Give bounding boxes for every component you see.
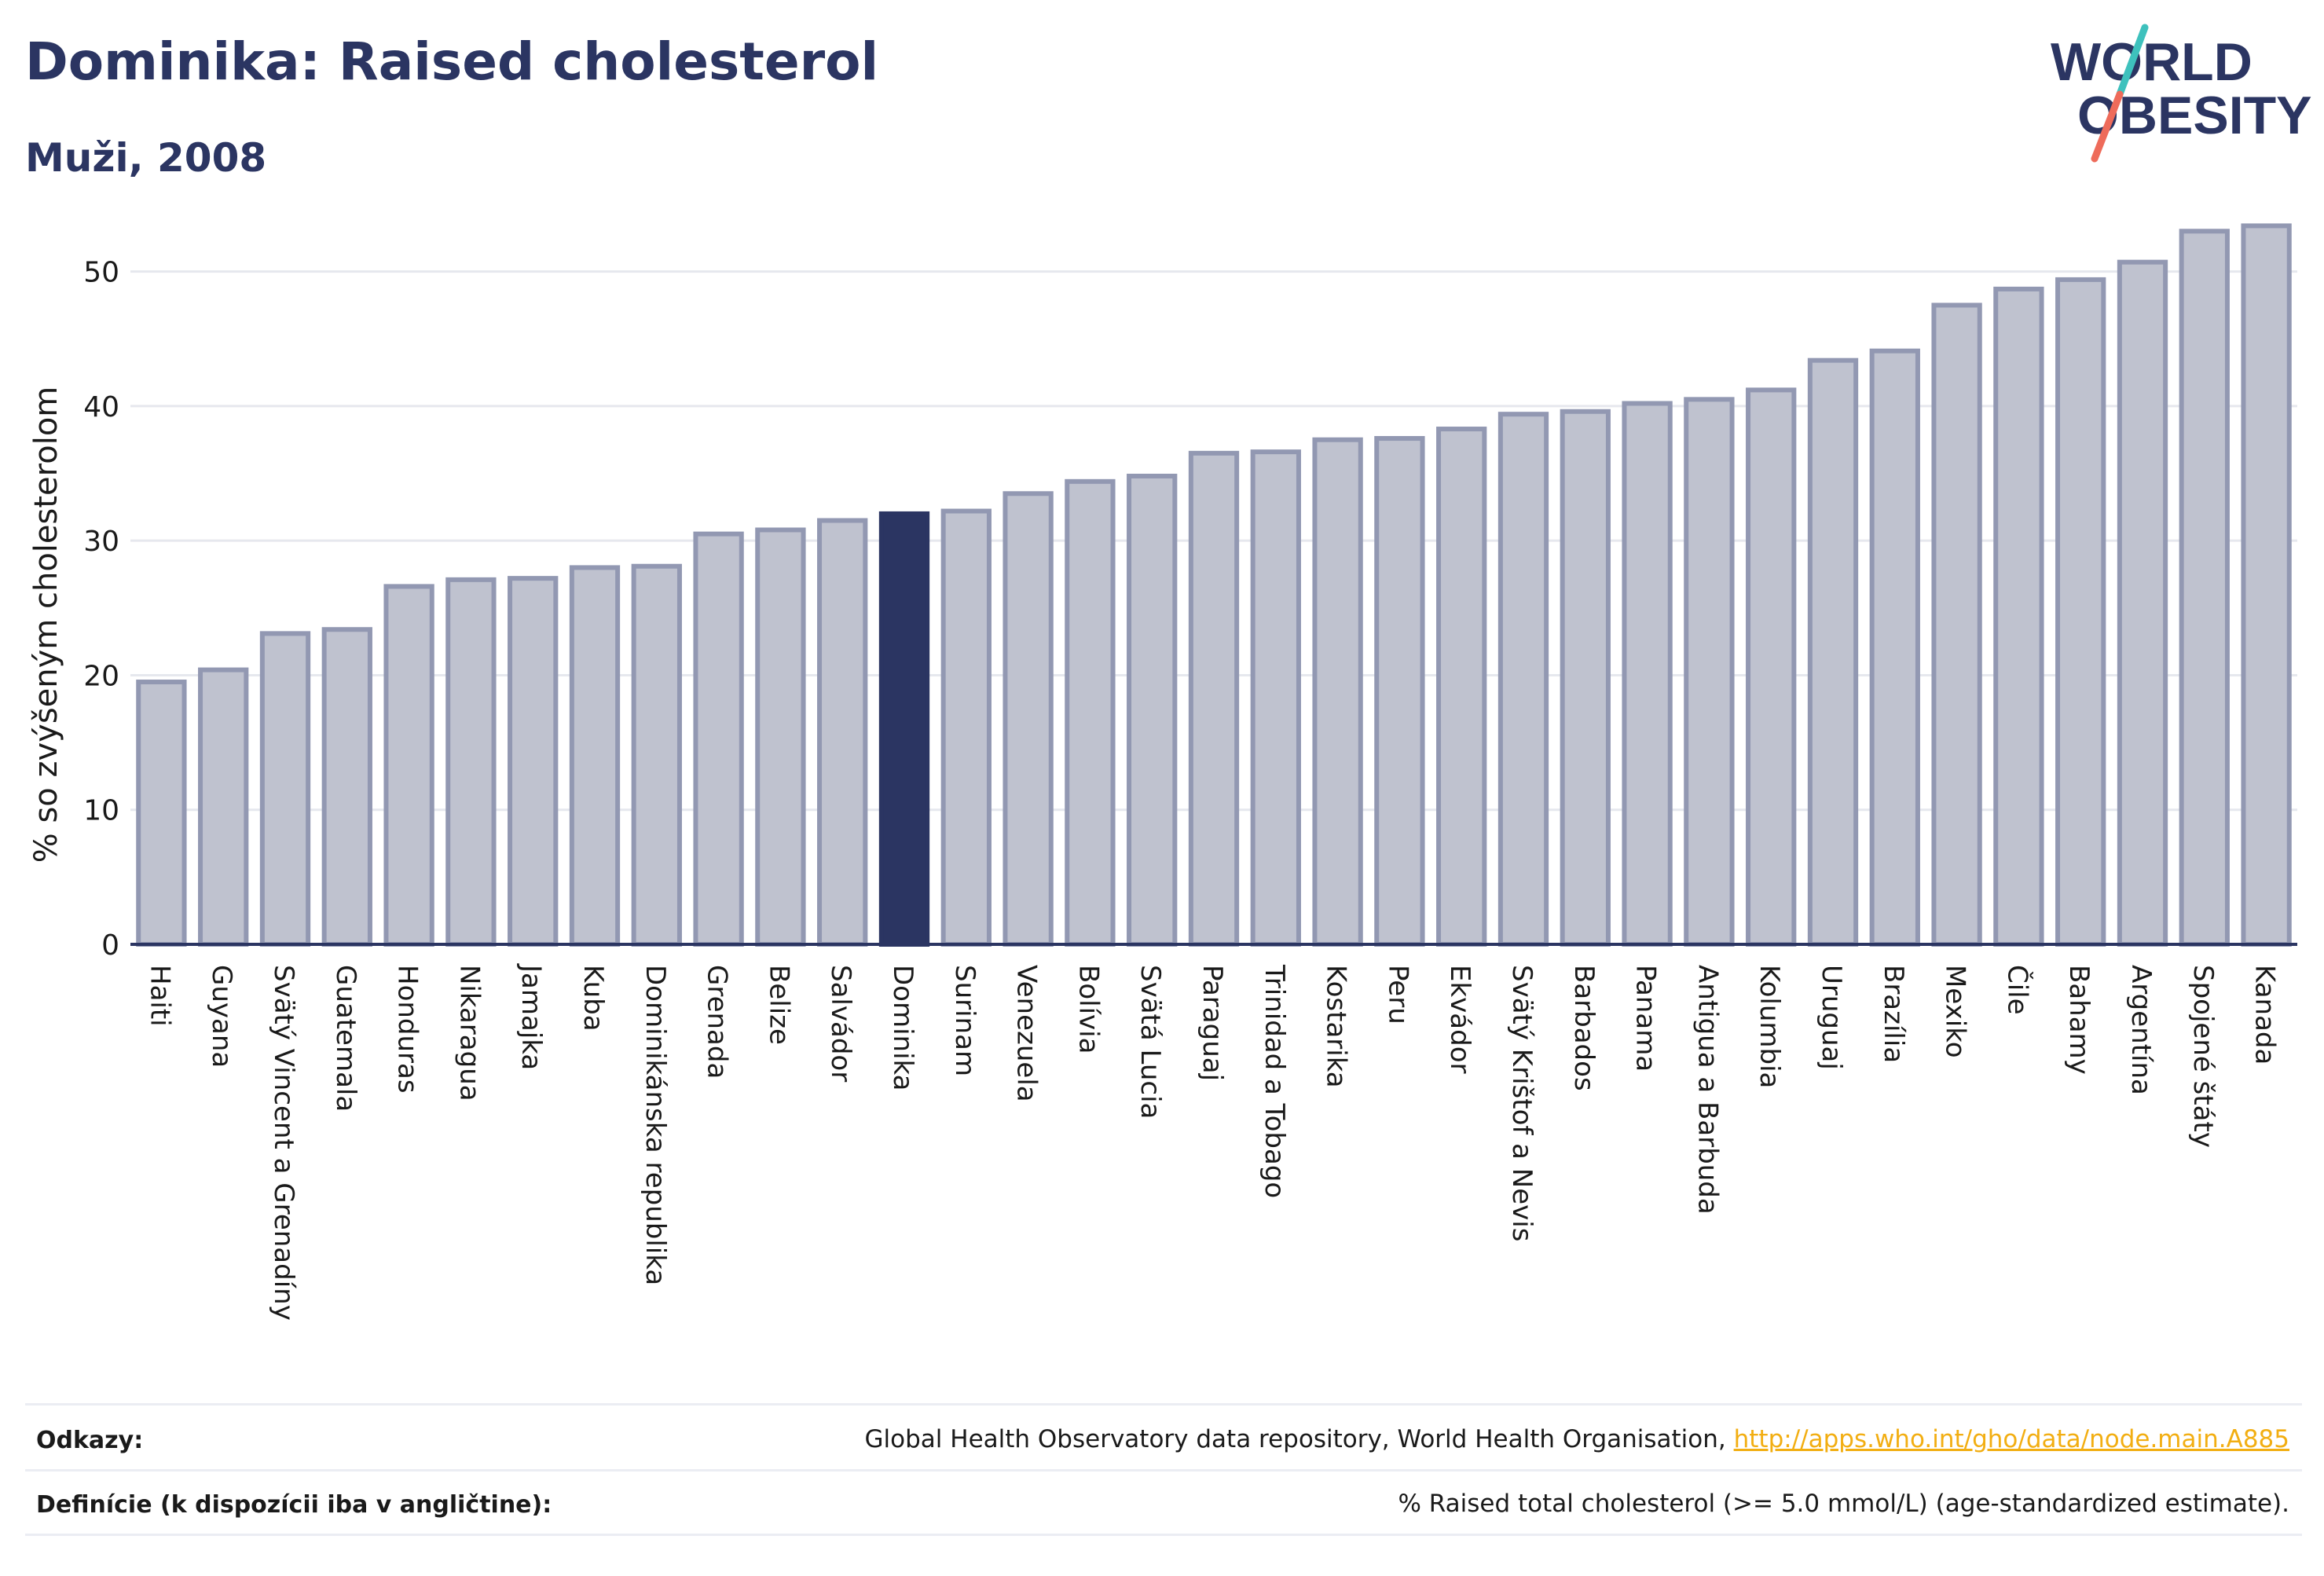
x-tick-label: Trinidad a Tobago bbox=[1259, 964, 1290, 1198]
bar-argentína[interactable] bbox=[2117, 259, 2168, 947]
footer-divider-bottom bbox=[25, 1534, 2302, 1536]
x-tick-label: Dominikánska republika bbox=[640, 965, 671, 1285]
bar-venezuela[interactable] bbox=[1003, 491, 1054, 947]
x-tick-label: Belize bbox=[763, 965, 794, 1045]
x-tick-label: Kolumbia bbox=[1754, 965, 1785, 1088]
y-tick-label: 50 bbox=[83, 257, 119, 289]
definitions-label: Definície (k dispozícii iba v angličtine… bbox=[36, 1491, 552, 1519]
x-tick-label: Ekvádor bbox=[1444, 965, 1475, 1074]
bar-jamajka[interactable] bbox=[508, 576, 559, 947]
x-tick-label: Svätý Vincent a Grenadíny bbox=[268, 965, 299, 1321]
bar-barbados[interactable] bbox=[1560, 409, 1611, 947]
x-tick-label: Surinam bbox=[949, 965, 981, 1076]
bar-kanada[interactable] bbox=[2241, 223, 2292, 947]
bar-spojené-štáty[interactable] bbox=[2179, 229, 2230, 947]
footer-divider-top bbox=[25, 1403, 2302, 1406]
x-tick-label: Honduras bbox=[392, 965, 423, 1094]
bar-kolumbia[interactable] bbox=[1746, 387, 1797, 947]
bar-dominikánska-republika[interactable] bbox=[631, 563, 682, 947]
bar-ekvádor[interactable] bbox=[1436, 427, 1487, 947]
x-tick-label: Spojené štáty bbox=[2187, 965, 2219, 1148]
x-tick-label: Salvádor bbox=[825, 965, 856, 1082]
chart-subtitle: Muži, 2008 bbox=[25, 135, 267, 181]
bar-honduras[interactable] bbox=[383, 584, 434, 947]
x-tick-label: Panama bbox=[1630, 965, 1662, 1072]
y-axis-label: % so zvýšeným cholesterolom bbox=[28, 387, 64, 863]
bar-mexiko[interactable] bbox=[1931, 302, 1982, 947]
bar-peru[interactable] bbox=[1374, 436, 1425, 947]
x-tick-label: Svätá Lucia bbox=[1135, 965, 1166, 1119]
x-tick-label: Paraguaj bbox=[1197, 965, 1228, 1081]
x-tick-label: Guatemala bbox=[330, 965, 361, 1112]
bar-guyana[interactable] bbox=[198, 667, 249, 947]
bar-brazília[interactable] bbox=[1869, 348, 1920, 947]
y-tick-label: 0 bbox=[101, 929, 119, 962]
bar-belize[interactable] bbox=[755, 527, 806, 947]
x-tick-label: Antigua a Barbuda bbox=[1692, 965, 1723, 1215]
definitions-value: % Raised total cholesterol (>= 5.0 mmol/… bbox=[1398, 1490, 2289, 1518]
bar-grenada[interactable] bbox=[693, 531, 744, 947]
x-tick-label: Jamajka bbox=[515, 963, 547, 1070]
x-tick-label: Bolívia bbox=[1072, 965, 1104, 1054]
bars bbox=[136, 223, 2292, 947]
x-tick-label: Guyana bbox=[206, 965, 237, 1068]
y-tick-label: 20 bbox=[83, 660, 119, 692]
bar-paraguaj[interactable] bbox=[1188, 450, 1240, 947]
bar-salvádor[interactable] bbox=[817, 518, 868, 947]
x-tick-label: Argentína bbox=[2125, 965, 2157, 1095]
x-tick-label: Mexiko bbox=[1940, 965, 1971, 1058]
bar-bolívia[interactable] bbox=[1065, 478, 1116, 947]
bar-svätý-vincent-a-grenadíny[interactable] bbox=[259, 631, 311, 947]
x-tick-label: Kostarika bbox=[1321, 965, 1352, 1088]
x-tick-label: Čile bbox=[2001, 965, 2033, 1015]
bar-svätý-krištof-a-nevis[interactable] bbox=[1497, 412, 1549, 947]
bar-surinam[interactable] bbox=[940, 508, 992, 947]
x-tick-label: Grenada bbox=[702, 965, 733, 1079]
world-obesity-logo: WORLD OBESITY bbox=[2051, 24, 2312, 163]
chart-title: Dominika: Raised cholesterol bbox=[25, 31, 879, 92]
x-tick-label: Dominika bbox=[887, 965, 918, 1090]
x-tick-labels: Haiti Guyana Svätý Vincent a Grenadíny Guat… bbox=[144, 963, 2280, 1321]
y-tick-label: 10 bbox=[83, 795, 119, 827]
bar-nikaragua[interactable] bbox=[445, 577, 497, 947]
logo-slash-teal bbox=[2116, 24, 2149, 98]
bar-kostarika[interactable] bbox=[1312, 437, 1363, 947]
footer-divider-middle bbox=[25, 1469, 2302, 1472]
x-tick-label: Bahamy bbox=[2063, 965, 2095, 1075]
y-tick-label: 30 bbox=[83, 526, 119, 558]
x-tick-label: Nikaragua bbox=[453, 965, 485, 1101]
bar-svätá-lucia[interactable] bbox=[1127, 473, 1178, 947]
bar-panama[interactable] bbox=[1622, 401, 1673, 947]
x-tick-label: Uruguaj bbox=[1816, 965, 1847, 1070]
logo-slash-coral bbox=[2091, 90, 2124, 163]
x-tick-label: Haiti bbox=[144, 965, 175, 1027]
references-value: Global Health Observatory data repositor… bbox=[865, 1425, 2289, 1453]
references-link[interactable]: http://apps.who.int/gho/data/node.main.A… bbox=[1733, 1425, 2289, 1453]
y-tick-label: 40 bbox=[83, 391, 119, 423]
bar-dominika[interactable] bbox=[878, 511, 930, 947]
x-tick-label: Kanada bbox=[2249, 965, 2281, 1065]
x-tick-label: Svätý Krištof a Nevis bbox=[1506, 965, 1538, 1241]
references-text: Global Health Observatory data repositor… bbox=[864, 1425, 1734, 1453]
references-label: Odkazy: bbox=[36, 1427, 144, 1454]
bar-haiti[interactable] bbox=[136, 680, 187, 947]
bar-uruguaj[interactable] bbox=[1807, 357, 1859, 947]
bar-guatemala[interactable] bbox=[321, 627, 372, 947]
logo-word-world: WORLD bbox=[2051, 32, 2253, 92]
bar-kuba[interactable] bbox=[569, 565, 621, 947]
x-tick-label: Barbados bbox=[1568, 965, 1600, 1091]
x-tick-label: Kuba bbox=[577, 965, 609, 1032]
bar-antigua-a-barbuda[interactable] bbox=[1684, 397, 1735, 947]
y-tick-labels: 0 10 20 30 40 50 bbox=[83, 257, 119, 962]
bar-trinidad-a-tobago[interactable] bbox=[1250, 449, 1301, 947]
bar-chart: 0 10 20 30 40 50 Haiti Guyana Svätý Vincent a G… bbox=[28, 223, 2297, 1321]
x-tick-label: Venezuela bbox=[1011, 965, 1043, 1102]
x-tick-label: Peru bbox=[1382, 965, 1413, 1024]
bar-bahamy[interactable] bbox=[2055, 277, 2106, 947]
bar-čile[interactable] bbox=[1993, 286, 2044, 947]
x-tick-label: Brazília bbox=[1878, 965, 1909, 1063]
